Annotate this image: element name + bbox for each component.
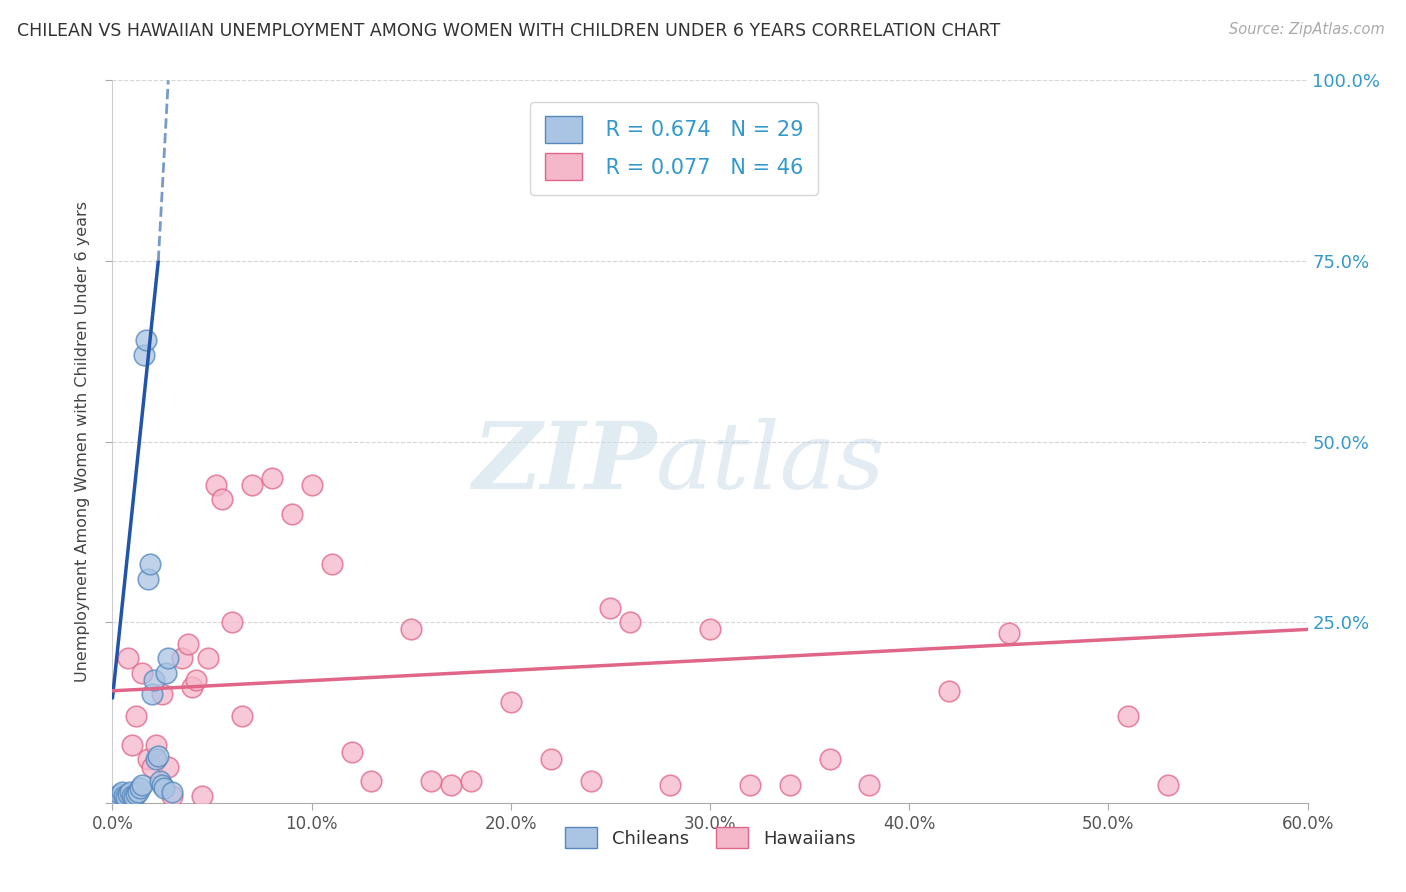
Point: [205, 478, 228, 492]
Point: [105, 790, 128, 805]
Y-axis label: Unemployment Among Women with Children Under 6 years: Unemployment Among Women with Children U…: [75, 201, 90, 682]
Point: [110, 787, 132, 801]
Point: [127, 785, 149, 799]
Point: [162, 785, 183, 799]
Point: [1157, 778, 1180, 792]
Point: [139, 558, 162, 572]
Point: [131, 665, 153, 680]
Point: [107, 789, 129, 803]
Point: [141, 760, 163, 774]
Point: [340, 745, 363, 759]
Point: [579, 774, 602, 789]
Point: [599, 600, 621, 615]
Point: [138, 752, 160, 766]
Point: [145, 752, 167, 766]
Point: [301, 478, 323, 492]
Point: [141, 687, 163, 701]
Text: CHILEAN VS HAWAIIAN UNEMPLOYMENT AMONG WOMEN WITH CHILDREN UNDER 6 YEARS CORRELA: CHILEAN VS HAWAIIAN UNEMPLOYMENT AMONG W…: [17, 22, 1000, 40]
Point: [125, 787, 148, 801]
Text: atlas: atlas: [657, 418, 886, 508]
Point: [162, 789, 183, 803]
Point: [938, 683, 960, 698]
Point: [738, 778, 761, 792]
Point: [191, 789, 214, 803]
Point: [240, 478, 263, 492]
Point: [120, 785, 142, 799]
Point: [221, 615, 243, 630]
Point: [211, 492, 233, 507]
Point: [779, 778, 801, 792]
Point: [153, 781, 176, 796]
Text: ZIP: ZIP: [472, 418, 657, 508]
Point: [111, 785, 134, 799]
Point: [143, 673, 166, 687]
Point: [186, 673, 208, 687]
Point: [129, 781, 152, 796]
Point: [121, 789, 143, 803]
Point: [121, 738, 143, 752]
Point: [818, 752, 841, 766]
Point: [115, 790, 138, 805]
Point: [145, 738, 167, 752]
Point: [149, 774, 172, 789]
Point: [197, 651, 219, 665]
Point: [148, 748, 170, 763]
Point: [619, 615, 641, 630]
Point: [135, 334, 157, 348]
Point: [281, 507, 304, 521]
Point: [360, 774, 382, 789]
Point: [172, 651, 194, 665]
Point: [103, 792, 125, 806]
Point: [420, 774, 443, 789]
Legend: Chileans, Hawaiians: Chileans, Hawaiians: [557, 820, 863, 855]
Point: [260, 470, 283, 484]
Point: [181, 680, 204, 694]
Point: [401, 623, 423, 637]
Point: [460, 774, 482, 789]
Text: Source: ZipAtlas.com: Source: ZipAtlas.com: [1229, 22, 1385, 37]
Point: [150, 778, 173, 792]
Point: [138, 572, 160, 586]
Point: [131, 778, 153, 792]
Point: [440, 778, 463, 792]
Point: [150, 687, 173, 701]
Point: [659, 778, 682, 792]
Point: [157, 760, 180, 774]
Point: [540, 752, 562, 766]
Point: [125, 709, 148, 723]
Point: [117, 787, 139, 801]
Point: [117, 651, 139, 665]
Point: [134, 348, 156, 362]
Point: [321, 558, 343, 572]
Point: [858, 778, 880, 792]
Point: [699, 623, 721, 637]
Point: [124, 790, 146, 805]
Point: [998, 626, 1021, 640]
Point: [157, 651, 180, 665]
Point: [231, 709, 253, 723]
Point: [499, 695, 522, 709]
Point: [1118, 709, 1140, 723]
Point: [114, 789, 135, 803]
Point: [155, 665, 177, 680]
Point: [177, 637, 200, 651]
